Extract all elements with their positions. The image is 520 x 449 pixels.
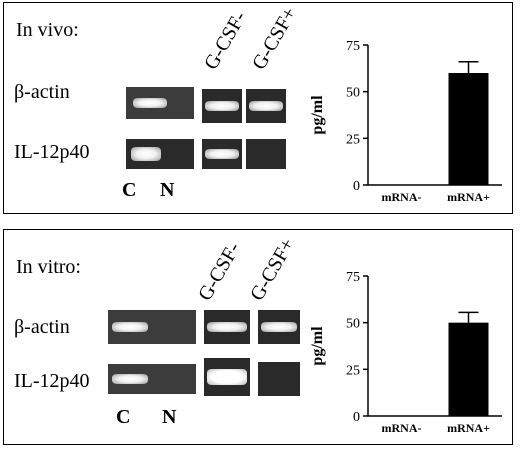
gel-beta-actin-gcsf-minus [204, 310, 250, 344]
lane-label-c: C [116, 406, 131, 428]
in-vivo-panel: In vivo: β-actin IL-12p40 G-CSF- G-CSF+ … [3, 2, 513, 214]
gel-band [112, 374, 148, 384]
gel-il12p40-control [108, 364, 196, 394]
y-tick-label: 0 [353, 410, 360, 425]
y-tick-label: 75 [346, 270, 360, 285]
gel-il12p40-gcsf-minus [204, 358, 250, 396]
panel-title: In vitro: [16, 256, 81, 278]
row-label-il12p40: IL-12p40 [14, 141, 90, 163]
y-tick-label: 25 [346, 132, 360, 147]
bar-chart-in-vitro: 0 25 50 75 pg/ml mRNA-mRNA+ [309, 270, 502, 435]
lane-label-c: C [122, 179, 137, 201]
y-tick-label: 75 [346, 39, 360, 54]
gel-beta-actin-control [108, 310, 196, 344]
y-axis-label: pg/ml [309, 326, 326, 366]
condition-label-gcsf-minus: G-CSF- [200, 7, 251, 74]
y-tick-label: 50 [346, 86, 360, 101]
gel-il12p40-gcsf-plus [258, 362, 300, 396]
x-tick-label: mRNA+ [447, 190, 490, 204]
gel-beta-actin-control [126, 87, 194, 119]
bar-mrna- [448, 73, 489, 185]
condition-label-gcsf-minus: G-CSF- [194, 238, 245, 305]
lane-label-n: N [162, 406, 177, 428]
gel-band [249, 101, 283, 111]
gel-band [207, 322, 247, 332]
x-tick-label: mRNA+ [447, 421, 490, 435]
y-tick-label: 50 [346, 317, 360, 332]
gel-il12p40-control [126, 139, 194, 169]
row-label-beta-actin: β-actin [14, 316, 70, 338]
gel-beta-actin-gcsf-plus [246, 89, 286, 123]
gel-band [112, 322, 148, 332]
gel-band [131, 147, 162, 161]
gel-beta-actin-gcsf-plus [258, 310, 300, 344]
gel-beta-actin-gcsf-minus [202, 89, 242, 123]
panel-title: In vivo: [16, 19, 79, 41]
y-axis-label: pg/ml [309, 95, 326, 135]
in-vitro-panel: In vitro: β-actin IL-12p40 G-CSF- G-CSF+… [3, 229, 513, 445]
gel-il12p40-gcsf-minus [202, 139, 242, 169]
gel-band [205, 101, 239, 111]
row-label-beta-actin: β-actin [14, 81, 70, 103]
condition-label-gcsf-plus: G-CSF+ [248, 3, 302, 74]
gel-band [132, 98, 167, 108]
bar-mrna- [448, 322, 489, 416]
gel-il12p40-gcsf-plus [246, 139, 286, 169]
gel-band [205, 149, 239, 159]
x-tick-label: mRNA- [382, 421, 422, 435]
gel-band [207, 369, 247, 385]
condition-label-gcsf-plus: G-CSF+ [246, 234, 300, 305]
x-tick-label: mRNA- [382, 190, 422, 204]
row-label-il12p40: IL-12p40 [14, 370, 90, 392]
y-tick-label: 0 [353, 179, 360, 194]
bar-chart-in-vivo: 0 25 50 75 pg/ml mRNA-mRNA+ [309, 39, 502, 204]
gel-band [261, 322, 297, 332]
lane-label-n: N [160, 179, 175, 201]
y-tick-label: 25 [346, 363, 360, 378]
